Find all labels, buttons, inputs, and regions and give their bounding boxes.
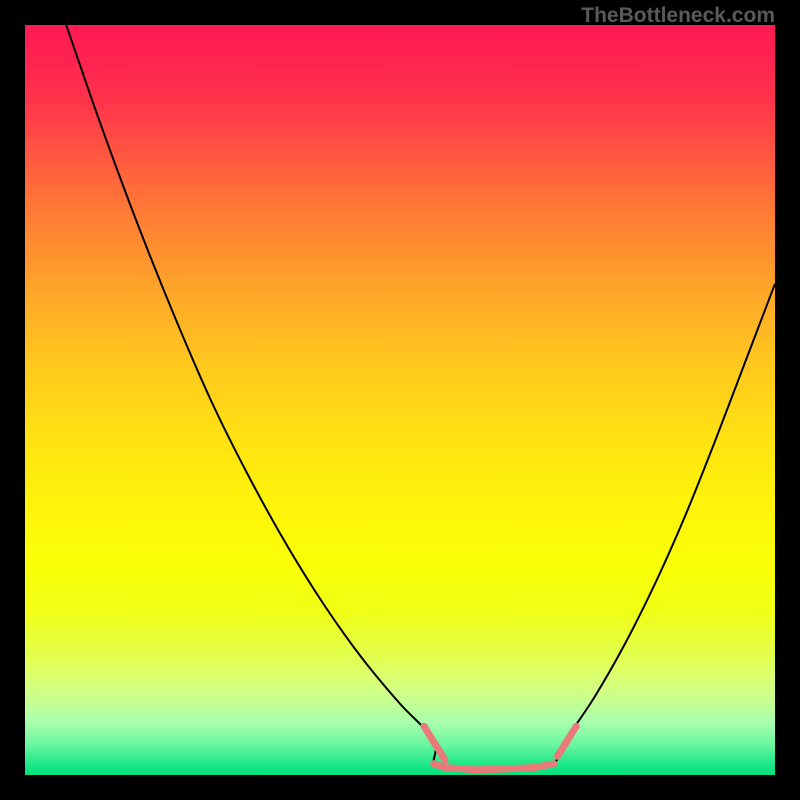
chart-container: TheBottleneck.com	[0, 0, 800, 800]
marker-segment	[434, 764, 554, 770]
highlight-markers	[424, 726, 576, 770]
marker-segment	[558, 726, 577, 756]
watermark-text: TheBottleneck.com	[581, 4, 775, 28]
plot-area	[25, 25, 775, 775]
curve-layer	[25, 25, 775, 775]
bottleneck-curve	[66, 25, 775, 770]
